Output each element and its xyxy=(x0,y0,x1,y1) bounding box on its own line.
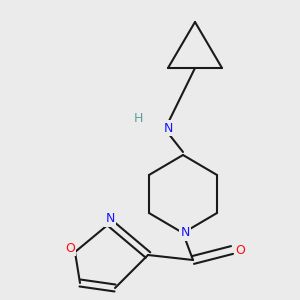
Text: O: O xyxy=(235,244,245,256)
Text: N: N xyxy=(180,226,190,239)
Text: H: H xyxy=(133,112,143,124)
Text: N: N xyxy=(163,122,173,134)
Text: O: O xyxy=(65,242,75,254)
Text: N: N xyxy=(105,212,115,226)
